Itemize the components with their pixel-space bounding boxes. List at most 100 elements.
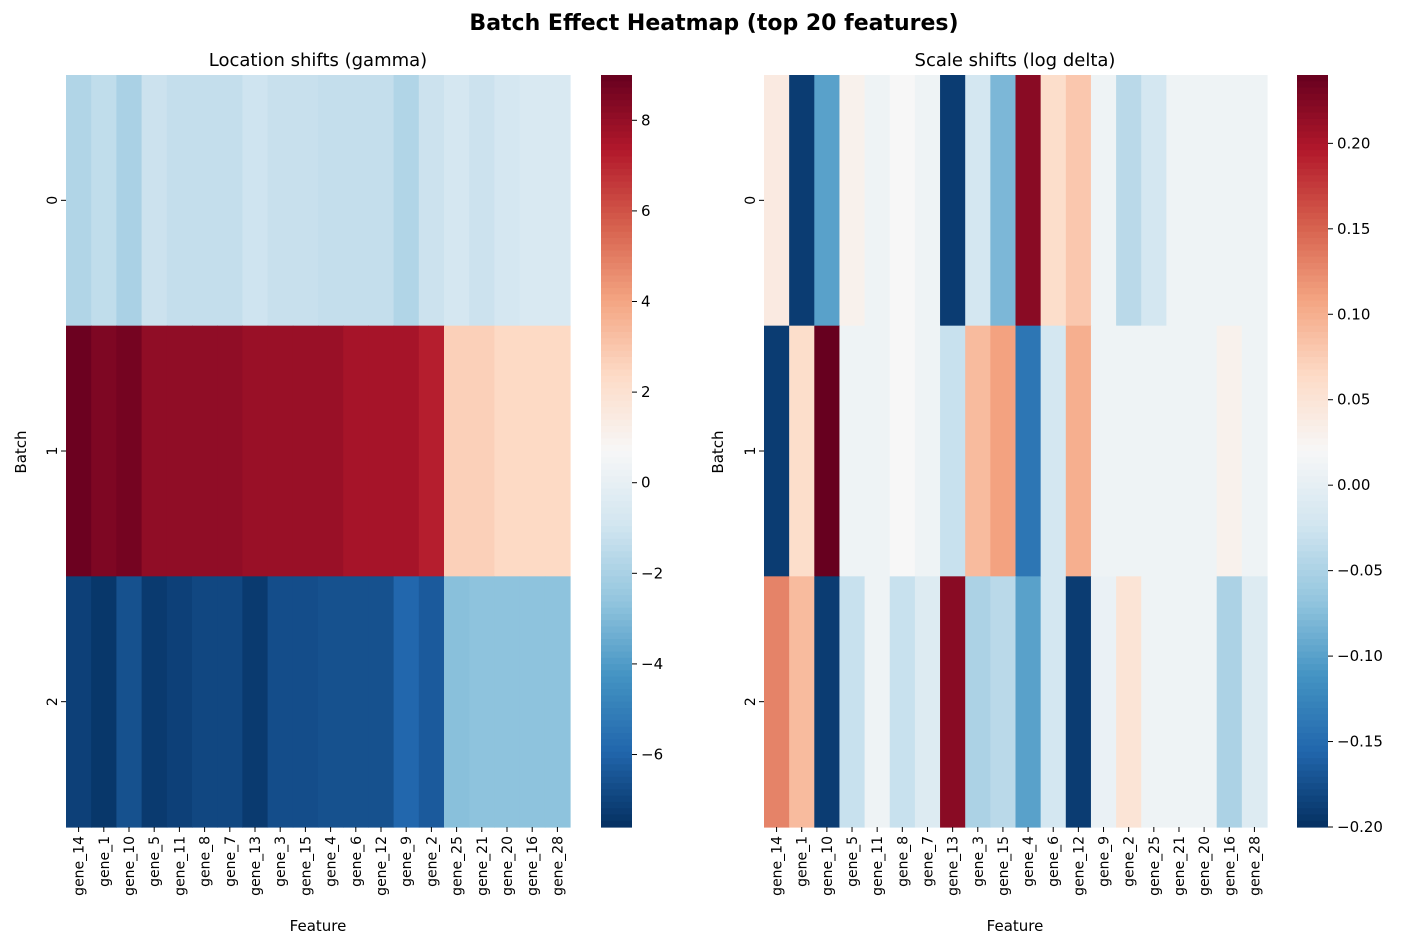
heatmap-cell	[544, 576, 571, 828]
colorbar-segment	[601, 118, 632, 126]
colorbar-segment	[601, 457, 632, 465]
colorbar-segment	[1297, 137, 1328, 145]
colorbar-segment	[601, 764, 632, 772]
colorbar-segment	[601, 169, 632, 176]
colorbar-segment	[601, 194, 632, 201]
heatmap-cell	[343, 325, 369, 577]
x-axis-label: Feature	[987, 917, 1044, 935]
heatmap-title: Scale shifts (log delta)	[915, 50, 1116, 71]
x-tick-labels: gene_14 gene_1 gene_10 gene_5 gene_11 gene_8 g…	[770, 827, 1263, 896]
heatmap-cell	[990, 75, 1017, 327]
colorbar-segment	[1297, 795, 1328, 803]
colorbar-segment	[601, 237, 632, 245]
heatmap-cell	[116, 325, 143, 577]
colorbar-segment	[601, 244, 632, 252]
heatmap-cell	[91, 576, 117, 828]
heatmap-cell	[292, 325, 319, 577]
colorbar-segment	[601, 613, 632, 621]
colorbar-segment	[1297, 357, 1328, 364]
heatmap-cell	[66, 576, 92, 828]
colorbar-segment	[601, 733, 632, 740]
colorbar-segment	[601, 770, 632, 778]
colorbar-segment	[1297, 739, 1328, 747]
colorbar-segment	[601, 419, 632, 427]
heatmap-cell	[292, 75, 319, 327]
heatmap-cell	[393, 576, 420, 828]
heatmap-cell	[469, 75, 495, 327]
colorbar-segment	[601, 714, 632, 722]
heatmap-cell	[764, 576, 790, 828]
heatmap-cell	[544, 325, 571, 577]
heatmap-cell	[1191, 75, 1218, 327]
x-tick-label: gene_1	[795, 836, 811, 887]
heatmap-cell	[418, 325, 445, 577]
colorbar-segment	[601, 783, 632, 790]
colorbar-segment	[1297, 419, 1328, 427]
heatmap-cell	[141, 325, 168, 577]
colorbar-segment	[1297, 814, 1328, 822]
heatmap-cell	[789, 75, 815, 327]
colorbar-segment	[1297, 707, 1328, 715]
colorbar-segment	[601, 582, 632, 590]
colorbar-segment	[601, 570, 632, 577]
colorbar-segment	[1297, 720, 1328, 728]
colorbar-segment	[1297, 670, 1328, 678]
x-tick-label: gene_28	[550, 836, 566, 896]
colorbar-segment	[1297, 363, 1328, 371]
colorbar-tick-label: 0.15	[1337, 220, 1370, 238]
colorbar-segment	[1297, 269, 1328, 277]
colorbar-segment	[601, 451, 632, 458]
heatmap-cell	[1015, 75, 1042, 327]
heatmap-cell	[914, 576, 941, 828]
x-tick-label: gene_21	[1172, 836, 1188, 896]
colorbar-segment	[1297, 776, 1328, 784]
x-tick-label: gene_14	[72, 836, 88, 896]
colorbar-segment	[1297, 237, 1328, 245]
colorbar-segment	[1297, 169, 1328, 176]
colorbar-segment	[1297, 808, 1328, 816]
colorbar-segment	[601, 369, 632, 377]
colorbar-segment	[601, 425, 632, 433]
colorbar-segment	[601, 281, 632, 289]
colorbar-segment	[1297, 87, 1328, 95]
colorbar-segment	[601, 482, 632, 490]
colorbar-segment	[1297, 783, 1328, 790]
colorbar-segment	[601, 776, 632, 784]
heatmap-cell	[519, 576, 546, 828]
y-tick-label: 2	[743, 697, 759, 706]
colorbar-segment	[601, 795, 632, 803]
colorbar-segment	[1297, 112, 1328, 120]
colorbar-segment	[601, 595, 632, 602]
colorbar-segment	[1297, 545, 1328, 552]
colorbar-segment	[1297, 288, 1328, 295]
colorbar-segment	[601, 175, 632, 183]
colorbar-segment	[1297, 407, 1328, 414]
x-tick-label: gene_25	[450, 836, 466, 896]
colorbar-segment	[601, 106, 632, 114]
colorbar-segment	[601, 607, 632, 615]
heatmap-cell	[217, 75, 243, 327]
x-tick-label: gene_13	[946, 836, 962, 896]
colorbar-segment	[1297, 382, 1328, 389]
colorbar-segment	[601, 707, 632, 715]
colorbar-segment	[601, 225, 632, 233]
heatmap-cell	[217, 576, 243, 828]
heatmap-cell	[914, 75, 941, 327]
colorbar-segment	[1297, 425, 1328, 433]
colorbar-segment	[1297, 463, 1328, 471]
heatmap-cell	[66, 325, 92, 577]
colorbar-segment	[1297, 194, 1328, 201]
colorbar-segment	[1297, 632, 1328, 640]
colorbar-segment	[1297, 595, 1328, 602]
colorbar-segment	[601, 588, 632, 596]
x-tick-label: gene_10	[820, 836, 836, 896]
colorbar-segment	[1297, 143, 1328, 151]
heatmap-cell	[864, 325, 891, 577]
colorbar-segment	[1297, 758, 1328, 765]
x-tick-label: gene_14	[770, 836, 786, 896]
x-tick-label: gene_5	[147, 836, 163, 887]
colorbar-segment	[601, 200, 632, 208]
x-tick-label: gene_9	[1097, 836, 1113, 887]
colorbar-segment	[1297, 413, 1328, 421]
heatmap-cell	[519, 75, 546, 327]
